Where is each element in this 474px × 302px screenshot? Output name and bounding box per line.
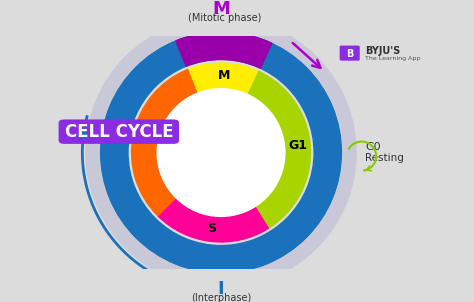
Text: G1: G1 <box>288 139 307 152</box>
FancyBboxPatch shape <box>340 46 360 61</box>
Wedge shape <box>248 72 310 228</box>
Text: The Learning App: The Learning App <box>365 56 420 61</box>
Text: S: S <box>207 222 216 235</box>
FancyBboxPatch shape <box>59 120 179 144</box>
Text: M: M <box>218 69 230 82</box>
Text: BYJU'S: BYJU'S <box>365 46 401 56</box>
Circle shape <box>157 89 285 216</box>
Text: Resting: Resting <box>365 153 404 163</box>
Text: G2: G2 <box>137 130 155 143</box>
Wedge shape <box>86 18 356 288</box>
Text: M: M <box>212 0 230 18</box>
Text: B: B <box>346 49 354 59</box>
Text: (Interphase): (Interphase) <box>191 293 251 302</box>
Wedge shape <box>176 32 272 68</box>
Text: G0: G0 <box>365 142 381 152</box>
Text: I: I <box>218 280 224 298</box>
Wedge shape <box>188 63 259 95</box>
Wedge shape <box>158 198 268 242</box>
Text: CELL CYCLE: CELL CYCLE <box>64 123 173 141</box>
Wedge shape <box>100 32 341 273</box>
Text: (Mitotic phase): (Mitotic phase) <box>188 13 261 23</box>
Wedge shape <box>132 69 197 216</box>
